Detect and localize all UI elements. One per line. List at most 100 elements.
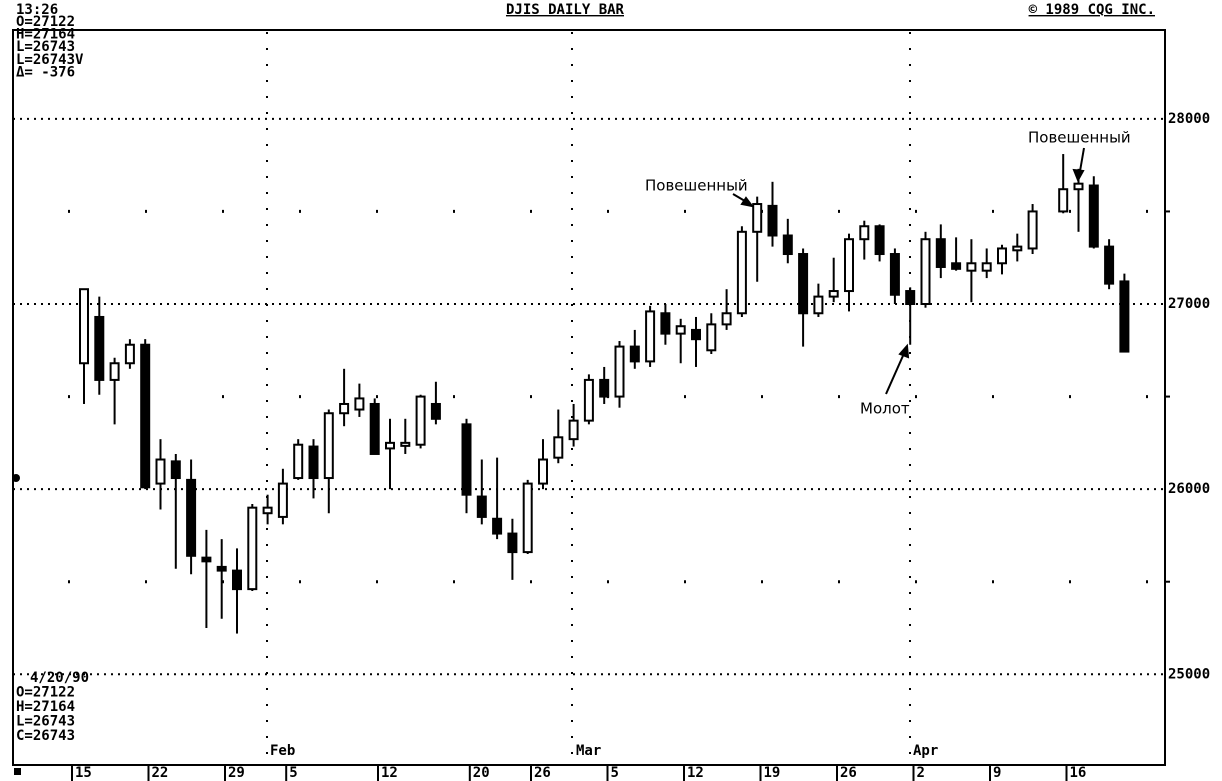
info-line: H=27164 xyxy=(16,27,75,43)
month-label: Mar xyxy=(576,743,601,759)
y-tick-label: 28000 xyxy=(1168,111,1210,127)
candle-body xyxy=(323,412,334,480)
arrowhead xyxy=(898,343,910,359)
candle-body xyxy=(660,312,671,335)
candle-body xyxy=(1058,188,1069,213)
candle-body xyxy=(675,325,686,335)
time: 13:26 xyxy=(16,2,58,18)
candle-body xyxy=(874,225,885,256)
x-tick-label: 12 xyxy=(687,765,704,781)
candle-body xyxy=(124,343,135,365)
candle-body xyxy=(798,253,809,315)
candle-body xyxy=(247,506,258,591)
info-line: C=26743 xyxy=(16,728,75,744)
info-line: O=27122 xyxy=(16,685,75,701)
x-tick-label: 20 xyxy=(473,765,490,781)
copyright: © 1989 CQG INC. xyxy=(1029,2,1155,18)
candle-body xyxy=(691,328,701,341)
candle-body xyxy=(782,234,793,256)
x-tick-label: 5 xyxy=(611,765,619,781)
y-tick-label: 26000 xyxy=(1168,481,1210,497)
candle-body xyxy=(354,397,365,411)
candle-body xyxy=(385,441,395,450)
y-tick-label: 25000 xyxy=(1168,666,1210,682)
candle-body xyxy=(813,295,824,315)
candle-body xyxy=(369,402,380,455)
candle-body xyxy=(997,247,1007,265)
candle-body xyxy=(415,395,426,446)
candle-body xyxy=(232,569,242,591)
annotations xyxy=(732,147,1085,395)
candle-body xyxy=(262,506,273,515)
candle-body xyxy=(629,345,640,363)
candle-body xyxy=(889,253,900,296)
candle-body xyxy=(94,315,105,381)
info-line: L=26743 xyxy=(16,39,75,55)
candle-body xyxy=(308,445,319,480)
candle-body xyxy=(951,262,962,270)
candle-body xyxy=(1119,280,1130,353)
candle-body xyxy=(844,238,854,293)
info-line: L=26743V xyxy=(16,52,84,68)
candle-body xyxy=(905,290,916,306)
x-tick-label: 2 xyxy=(917,765,925,781)
candle-body xyxy=(538,458,548,485)
price-marker xyxy=(12,474,20,482)
candle-body xyxy=(828,290,839,298)
candle-body xyxy=(476,495,487,518)
x-tick-label: 16 xyxy=(1070,765,1087,781)
candle-body xyxy=(170,460,181,480)
candle-body xyxy=(492,517,503,535)
candle-body xyxy=(201,556,212,563)
candle-body xyxy=(109,362,120,381)
candle-body xyxy=(140,343,151,489)
candle-body xyxy=(981,262,992,272)
x-tick-label: 29 xyxy=(228,765,245,781)
info-line: H=27164 xyxy=(16,699,75,715)
candle-body xyxy=(966,262,977,272)
candle-body xyxy=(583,378,594,422)
candle-body xyxy=(920,238,931,306)
info-line: L=26743 xyxy=(16,714,75,730)
candle-body xyxy=(645,310,656,363)
corner-marker xyxy=(14,768,21,775)
x-tick-label: 15 xyxy=(75,765,92,781)
candle-body xyxy=(553,436,564,459)
x-tick-label: 26 xyxy=(534,765,551,781)
candle-body xyxy=(752,203,763,233)
annotation: Молот xyxy=(860,400,910,418)
x-tick-label: 12 xyxy=(381,765,398,781)
candle-body xyxy=(1088,184,1099,248)
candle-body xyxy=(155,458,166,485)
candle-body xyxy=(1073,182,1084,191)
month-lines xyxy=(266,32,911,763)
x-tick-label: 22 xyxy=(152,765,169,781)
candle-body xyxy=(736,230,747,315)
candle-body xyxy=(721,312,732,326)
candle-body xyxy=(293,443,304,480)
candle-body xyxy=(400,441,411,447)
annotation: Повешенный xyxy=(1028,129,1131,147)
arrowhead xyxy=(740,196,755,208)
candle-body xyxy=(767,204,778,237)
chart-title: DJIS DAILY BAR xyxy=(506,2,625,18)
candle-body xyxy=(1104,245,1115,285)
candle-body xyxy=(79,288,89,365)
candle-body xyxy=(1012,245,1023,252)
candle-body xyxy=(339,402,350,415)
candle-body xyxy=(599,378,610,398)
y-tick-label: 27000 xyxy=(1168,296,1210,312)
info-line: Δ= -376 xyxy=(16,64,75,80)
candle-body xyxy=(507,532,518,554)
candle-body xyxy=(935,238,946,268)
month-label: Apr xyxy=(913,743,938,759)
candle-body xyxy=(1027,210,1038,250)
month-label: Feb xyxy=(270,743,295,759)
candle-body xyxy=(614,345,625,398)
arrow xyxy=(885,348,907,395)
x-tick-label: 19 xyxy=(764,765,781,781)
x-tick-label: 26 xyxy=(840,765,857,781)
candle-body xyxy=(277,482,288,518)
